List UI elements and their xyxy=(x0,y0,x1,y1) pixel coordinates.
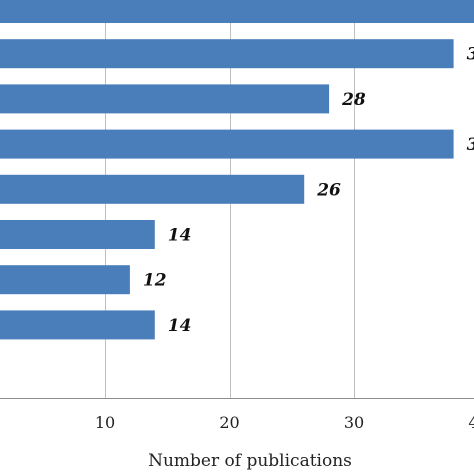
bar-3 xyxy=(0,129,454,159)
bars xyxy=(0,0,474,340)
value-label-1: 38 xyxy=(467,45,474,65)
value-label-6: 12 xyxy=(143,271,167,291)
value-label-3: 38 xyxy=(467,135,474,155)
bar-4 xyxy=(0,174,305,204)
bar-1 xyxy=(0,39,454,69)
value-labels: 38 28 38 26 14 12 14 xyxy=(143,45,474,336)
x-axis-title: Number of publications xyxy=(148,451,352,471)
x-tick-label-40: 40 xyxy=(468,413,474,432)
x-tick-labels: 10 20 30 40 xyxy=(95,413,474,432)
value-label-5: 14 xyxy=(168,226,192,246)
bar-5 xyxy=(0,220,155,249)
value-label-2: 28 xyxy=(341,90,366,110)
bar-2 xyxy=(0,84,330,114)
x-tick-label-20: 20 xyxy=(219,413,239,432)
bar-7 xyxy=(0,310,155,340)
value-label-4: 26 xyxy=(316,180,341,200)
bar-0 xyxy=(0,0,474,23)
x-tick-label-30: 30 xyxy=(344,413,364,432)
value-label-7: 14 xyxy=(168,316,192,336)
x-tick-label-10: 10 xyxy=(95,413,115,432)
bar-6 xyxy=(0,265,130,295)
